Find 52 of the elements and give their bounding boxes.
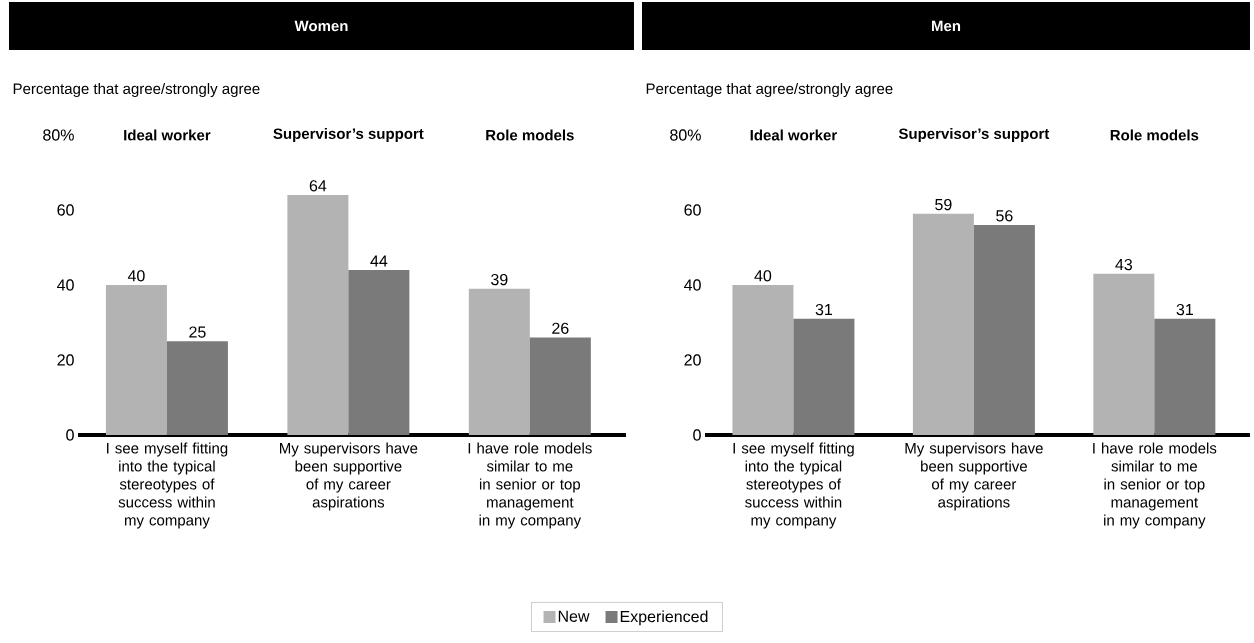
data-label: 26 [552, 322, 569, 334]
annotation: Role models [486, 129, 574, 141]
chart-subtitle: Percentage that agree/strongly agree [646, 83, 893, 97]
bar [1154, 318, 1216, 435]
y-tick-label: 80% [43, 129, 74, 141]
bar [105, 284, 167, 435]
bar [166, 341, 228, 435]
y-tick-label: 0 [693, 429, 701, 441]
data-label: 43 [1115, 258, 1133, 271]
data-label: 31 [1176, 303, 1193, 316]
y-tick-label: 60 [57, 204, 74, 216]
data-label: 31 [815, 303, 833, 316]
bar [912, 213, 974, 435]
x-tick-label: My supervisors have been supportive of my career aspirations [280, 442, 418, 511]
data-label: 59 [935, 198, 952, 211]
y-tick-label: 40 [57, 279, 74, 291]
y-tick-label: 40 [684, 279, 701, 291]
annotation: Supervisor’s support [898, 128, 1050, 142]
x-tick-label: I have role models similar to me in senior or top management in my company [468, 442, 592, 529]
data-label: 40 [127, 270, 145, 282]
data-label: 64 [309, 180, 327, 192]
bar [348, 269, 410, 435]
x-tick-label: My supervisors have been supportive of my career aspirations [905, 442, 1043, 511]
y-tick-label: 20 [684, 354, 701, 366]
data-label: 40 [754, 270, 772, 282]
bar [732, 284, 794, 435]
y-tick-label: 60 [684, 204, 701, 216]
bar [287, 194, 349, 435]
bar [1093, 273, 1155, 435]
x-tick-label: I see myself fitting into the typical stereotypes of success within my company [733, 442, 854, 529]
data-label: 56 [996, 210, 1013, 222]
y-tick-label: 0 [66, 429, 74, 441]
x-tick-label: I see myself fitting into the typical stereotypes of success within my company [107, 442, 228, 529]
chart-subtitle: Percentage that agree/strongly agree [13, 83, 260, 97]
annotation: Role models [1110, 129, 1199, 141]
bar [973, 224, 1035, 435]
legend-label: Experienced [620, 610, 708, 626]
legend-label: New [558, 610, 590, 622]
y-tick-label: 80% [670, 129, 701, 141]
bar [468, 288, 530, 435]
x-tick-label: I have role models similar to me in senior or top management in my company [1093, 442, 1217, 529]
annotation: Supervisor’s support [273, 128, 424, 142]
y-tick-label: 20 [57, 354, 74, 366]
annotation: Ideal worker [750, 129, 837, 141]
annotation: Ideal worker [124, 129, 211, 141]
bar [793, 318, 855, 435]
data-label: 25 [189, 326, 206, 338]
chart-title: Women [294, 20, 348, 32]
data-label: 44 [370, 255, 388, 267]
data-label: 39 [491, 273, 508, 286]
chart-title: Men [932, 20, 961, 32]
bar [529, 337, 591, 435]
